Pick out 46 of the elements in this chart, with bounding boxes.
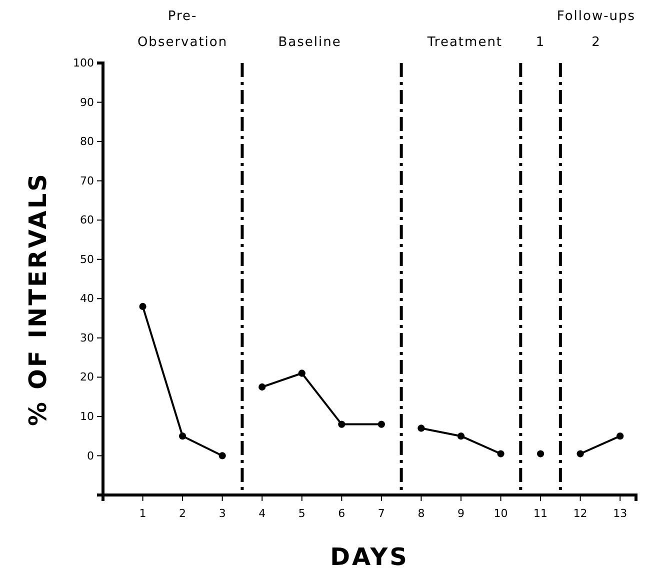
text: Treatment — [426, 35, 503, 50]
y-tick-label: 50 — [80, 252, 94, 266]
point — [576, 450, 584, 458]
y-tick-label: 90 — [80, 96, 94, 109]
x-tick-label: 3 — [218, 506, 226, 520]
y-tick-label: 10 — [80, 410, 94, 423]
text: Baseline — [278, 35, 342, 50]
x-tick-label: 8 — [418, 506, 425, 520]
y-tick-label: 40 — [80, 292, 94, 306]
y-tick-label: 100 — [73, 56, 94, 70]
point — [298, 370, 306, 377]
y-tick-label: 80 — [80, 135, 94, 148]
text: 1 — [536, 35, 546, 50]
point — [457, 432, 465, 440]
x-tick-label: 2 — [179, 506, 186, 520]
y-axis-title: % OF INTERVALS — [24, 172, 52, 426]
text: Observation — [137, 35, 228, 50]
x-tick-label: 6 — [338, 506, 346, 520]
x-tick-label: 13 — [613, 506, 628, 520]
point — [616, 432, 624, 440]
y-tick-label: 20 — [80, 370, 94, 384]
point — [218, 452, 226, 460]
point — [378, 420, 385, 428]
point — [497, 450, 504, 458]
x-tick-label: 7 — [378, 506, 385, 520]
x-axis-title: DAYS — [330, 543, 409, 571]
text: 2 — [592, 35, 601, 50]
y-tick-label: 60 — [80, 214, 94, 227]
y-tick-label: 30 — [80, 331, 94, 344]
point — [536, 450, 544, 458]
y-tick-label: 70 — [80, 174, 94, 188]
text: Follow-ups — [556, 9, 636, 24]
point — [418, 424, 425, 432]
x-tick-label: 10 — [494, 506, 508, 520]
x-tick-label: 11 — [534, 506, 548, 520]
x-tick-label: 1 — [139, 506, 146, 520]
point — [338, 420, 346, 428]
point — [139, 302, 146, 310]
text: Pre- — [168, 9, 198, 24]
x-tick-label: 12 — [573, 506, 588, 520]
point — [178, 432, 186, 440]
x-tick-label: 5 — [298, 506, 306, 520]
y-tick-label: 0 — [87, 449, 94, 462]
point — [258, 383, 266, 391]
x-tick-label: 4 — [258, 506, 266, 520]
x-tick-label: 9 — [457, 506, 464, 520]
